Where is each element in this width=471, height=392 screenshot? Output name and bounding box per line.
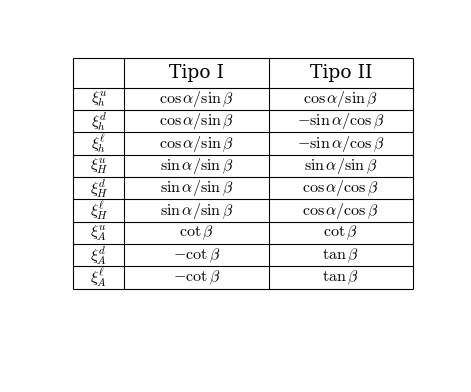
Text: Tipo I: Tipo I <box>169 64 224 82</box>
Text: $-\sin\alpha/\cos\beta$: $-\sin\alpha/\cos\beta$ <box>297 111 384 131</box>
Text: $\cos\alpha/\cos\beta$: $\cos\alpha/\cos\beta$ <box>302 178 379 198</box>
Text: $\tan\beta$: $\tan\beta$ <box>323 246 359 265</box>
Text: $\xi_h^u$: $\xi_h^u$ <box>90 89 107 109</box>
Text: $\xi_A^d$: $\xi_A^d$ <box>90 244 107 267</box>
Text: $\xi_H^\ell$: $\xi_H^\ell$ <box>89 200 108 222</box>
Text: $-\sin\alpha/\cos\beta$: $-\sin\alpha/\cos\beta$ <box>297 134 384 154</box>
Text: $-\cot\beta$: $-\cot\beta$ <box>173 246 220 265</box>
Text: $\cos\alpha/\cos\beta$: $\cos\alpha/\cos\beta$ <box>302 201 379 221</box>
Text: $\cos\alpha/\sin\beta$: $\cos\alpha/\sin\beta$ <box>159 111 234 131</box>
Text: $\cos\alpha/\sin\beta$: $\cos\alpha/\sin\beta$ <box>303 89 378 109</box>
Text: $\sin\alpha/\sin\beta$: $\sin\alpha/\sin\beta$ <box>160 178 233 198</box>
Text: $\cot\beta$: $\cot\beta$ <box>179 224 214 242</box>
Text: $\xi_A^u$: $\xi_A^u$ <box>90 223 107 243</box>
Text: $\sin\alpha/\sin\beta$: $\sin\alpha/\sin\beta$ <box>160 201 233 221</box>
Text: Tipo II: Tipo II <box>309 64 372 82</box>
Text: $\cot\beta$: $\cot\beta$ <box>324 224 358 242</box>
Text: $\xi_H^u$: $\xi_H^u$ <box>89 156 108 176</box>
Text: $\xi_A^\ell$: $\xi_A^\ell$ <box>90 267 107 289</box>
Text: $\xi_h^d$: $\xi_h^d$ <box>90 110 107 132</box>
Text: $\xi_h^\ell$: $\xi_h^\ell$ <box>91 132 106 155</box>
Text: $\cos\alpha/\sin\beta$: $\cos\alpha/\sin\beta$ <box>159 134 234 154</box>
Text: $\xi_H^d$: $\xi_H^d$ <box>89 177 108 200</box>
Text: $\sin\alpha/\sin\beta$: $\sin\alpha/\sin\beta$ <box>304 156 377 176</box>
Bar <box>73 58 413 289</box>
Text: $\cos\alpha/\sin\beta$: $\cos\alpha/\sin\beta$ <box>159 89 234 109</box>
Text: $\tan\beta$: $\tan\beta$ <box>323 269 359 287</box>
Text: $\sin\alpha/\sin\beta$: $\sin\alpha/\sin\beta$ <box>160 156 233 176</box>
Text: $-\cot\beta$: $-\cot\beta$ <box>173 269 220 287</box>
